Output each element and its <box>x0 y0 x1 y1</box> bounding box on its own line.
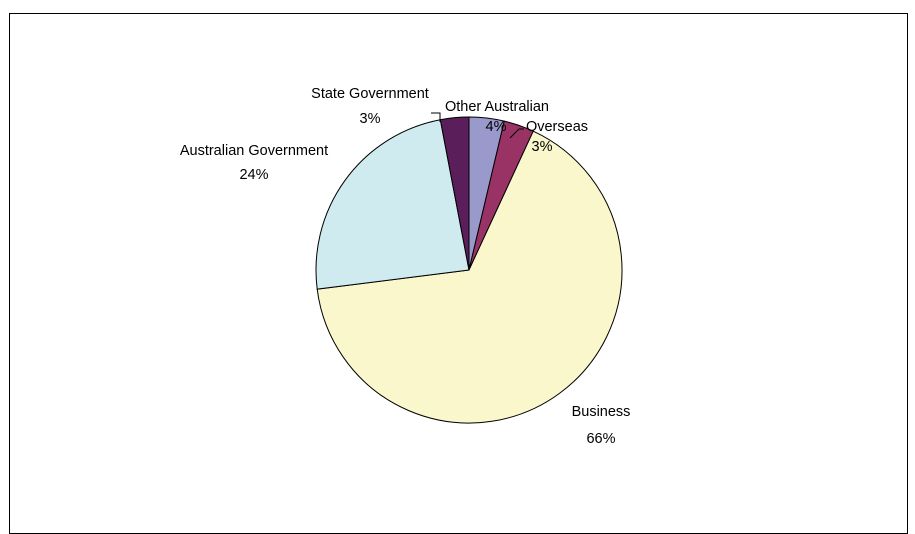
slice-percent-overseas: 3% <box>532 139 553 155</box>
pie-slices <box>315 116 623 424</box>
slice-label-other-australian: Other Australian <box>445 99 549 115</box>
slice-label-state-government: State Government <box>311 86 429 102</box>
slice-percent-other-australian: 4% <box>486 119 507 135</box>
leader-line-overseas <box>509 128 524 139</box>
leader-lines <box>431 112 524 139</box>
slice-label-business: Business <box>572 404 631 420</box>
slice-percent-state-government: 3% <box>360 111 381 127</box>
pie-slice-australian-government <box>315 119 470 290</box>
slice-label-overseas: Overseas <box>526 119 588 135</box>
leader-line-state-government <box>431 112 441 122</box>
slice-label-australian-government: Australian Government <box>180 143 328 159</box>
pie-slice-business <box>316 130 623 424</box>
slice-percent-business: 66% <box>586 431 615 447</box>
slice-percent-australian-government: 24% <box>239 167 268 183</box>
